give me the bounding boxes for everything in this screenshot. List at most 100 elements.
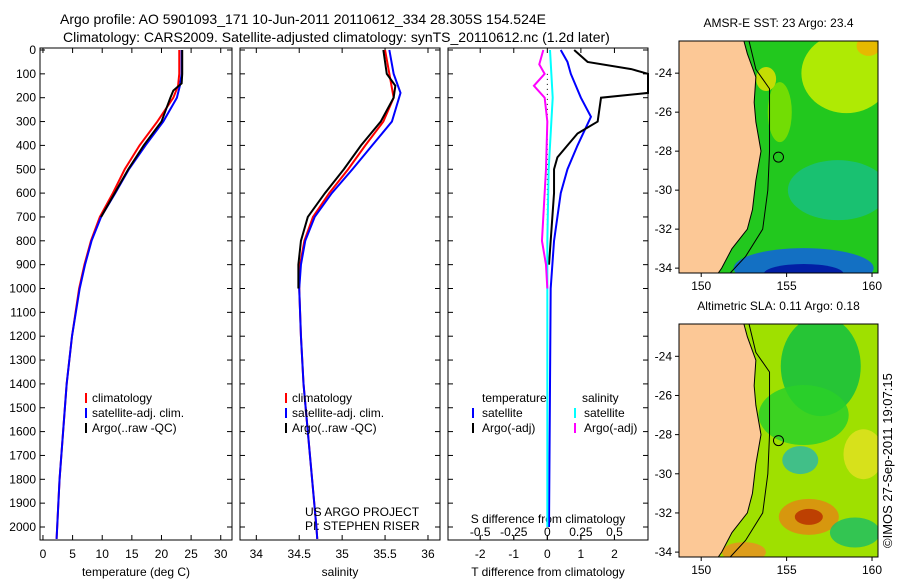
legend-swatch: [574, 423, 576, 433]
x-tick-label: 35: [335, 547, 349, 561]
lon-tick-label: 150: [691, 563, 711, 577]
x-tick-label: -1: [508, 547, 519, 561]
map-field: [679, 41, 878, 273]
legend-swatch: [85, 393, 87, 403]
profile-panel-3: -2 -1 0 1 2 T difference from climatology -0.5…: [447, 47, 649, 579]
y-tick-label: 200: [16, 91, 36, 105]
lat-tick-label: -26: [655, 388, 673, 402]
lat-tick-label: -30: [655, 467, 673, 481]
lon-tick-label: 155: [777, 563, 797, 577]
field-patch: [756, 67, 777, 92]
x-tick-label: 15: [125, 547, 139, 561]
map-title: AMSR-E SST: 23 Argo: 23.4: [703, 16, 853, 30]
figure-title-line1: Argo profile: AO 5901093_171 10-Jun-2011…: [60, 11, 546, 27]
field-patch: [758, 385, 849, 446]
x-axis-label: salinity: [322, 565, 359, 579]
y-tick-label: 1900: [9, 496, 36, 510]
x-tick-label: 5: [69, 547, 76, 561]
lat-tick-label: -30: [655, 183, 673, 197]
map-panel-1: AMSR-E SST: 23 Argo: 23.4 150 155 160 -24 -26…: [655, 16, 883, 293]
field-patch: [856, 41, 878, 56]
y-tick-label: 1700: [9, 448, 36, 462]
legend-label: climatology: [92, 391, 152, 405]
profile-panel-1: 0 5 10 15 20 25 300100200300400500600700800900…: [9, 43, 233, 579]
legend-swatch: [285, 393, 287, 403]
lat-tick-label: -24: [655, 349, 673, 363]
x-tick-label: 30: [214, 547, 228, 561]
s-tick-label: -0.5: [470, 525, 491, 539]
y-tick-label: 100: [16, 67, 36, 81]
series-line-t-satellite: [548, 49, 593, 528]
s-tick-label: -0.25: [500, 525, 528, 539]
y-tick-label: 1800: [9, 472, 36, 486]
x-tick-label: 0: [40, 547, 47, 561]
legend-swatch: [285, 408, 287, 418]
argo-float-marker: [772, 435, 784, 447]
figure-title-line2: Climatology: CARS2009. Satellite-adjuste…: [63, 29, 610, 45]
panel-frame: [39, 47, 233, 541]
legend-label: Argo(..raw -QC): [292, 421, 377, 435]
x-tick-label: 2: [611, 547, 618, 561]
map-panel-2: Altimetric SLA: 0.11 Argo: 0.18 150 155 160…: [655, 299, 883, 577]
map-frame: [678, 40, 879, 274]
profile-panel-2: 34 34.5 35 35.5 36 salinity climatologysatelli…: [239, 47, 441, 579]
legend-label: satellite: [482, 406, 523, 420]
panel-frame: [239, 47, 441, 541]
field-patch: [801, 41, 878, 114]
y-tick-label: 0: [29, 43, 36, 57]
legend-swatch: [472, 408, 474, 418]
legend-swatch: [85, 408, 87, 418]
lat-tick-label: -32: [655, 222, 673, 236]
depth-contour: [729, 324, 771, 557]
legend-label: satellite-adj. clim.: [292, 406, 384, 420]
series-line-satellite-adj-clim-: [298, 49, 402, 539]
lon-tick-label: 150: [691, 279, 711, 293]
lat-tick-label: -32: [655, 506, 673, 520]
field-patch: [763, 263, 844, 273]
map-frame: [678, 323, 879, 558]
s-tick-label: 0: [544, 525, 551, 539]
lat-tick-label: -24: [655, 66, 673, 80]
y-tick-label: 1400: [9, 377, 36, 391]
field-patch: [787, 160, 878, 221]
x-tick-label: 36: [421, 547, 435, 561]
legend-title: salinity: [582, 391, 619, 405]
legend-label: satellite: [584, 406, 625, 420]
lat-tick-label: -28: [655, 144, 673, 158]
lon-tick-label: 160: [862, 279, 882, 293]
x-tick-label: 34.5: [288, 547, 312, 561]
pi-label: PI: STEPHEN RISER: [305, 519, 420, 533]
lat-tick-label: -26: [655, 105, 673, 119]
series-line-t-argo-adj-: [548, 49, 649, 265]
legend-title: temperature: [482, 391, 547, 405]
x-tick-label: 0: [544, 547, 551, 561]
land-mass: [679, 41, 762, 273]
y-tick-label: 700: [16, 210, 36, 224]
series-line-s-argo-adj-: [532, 49, 549, 289]
project-label: US ARGO PROJECT: [305, 505, 420, 519]
y-tick-label: 500: [16, 162, 36, 176]
legend-swatch: [574, 408, 576, 418]
x-axis-label: T difference from climatology: [471, 565, 625, 579]
y-tick-label: 600: [16, 186, 36, 200]
field-patch: [782, 446, 819, 475]
s-tick-label: 0.25: [569, 525, 593, 539]
y-tick-label: 1000: [9, 282, 36, 296]
legend-label: Argo(-adj): [482, 421, 535, 435]
legend-swatch: [472, 423, 474, 433]
lat-tick-label: -34: [655, 261, 673, 275]
x-tick-label: 34: [250, 547, 264, 561]
x-tick-label: 35.5: [373, 547, 397, 561]
series-line-argo-raw-qc-: [297, 49, 397, 289]
lat-tick-label: -34: [655, 545, 673, 559]
field-patch: [721, 542, 766, 557]
x-tick-label: 10: [96, 547, 110, 561]
legend-label: satellite-adj. clim.: [92, 406, 184, 420]
y-tick-label: 800: [16, 234, 36, 248]
argo-float-marker: [772, 151, 784, 163]
y-tick-label: 300: [16, 115, 36, 129]
legend-swatch: [285, 423, 287, 433]
y-tick-label: 900: [16, 258, 36, 272]
y-tick-label: 1100: [10, 305, 36, 319]
